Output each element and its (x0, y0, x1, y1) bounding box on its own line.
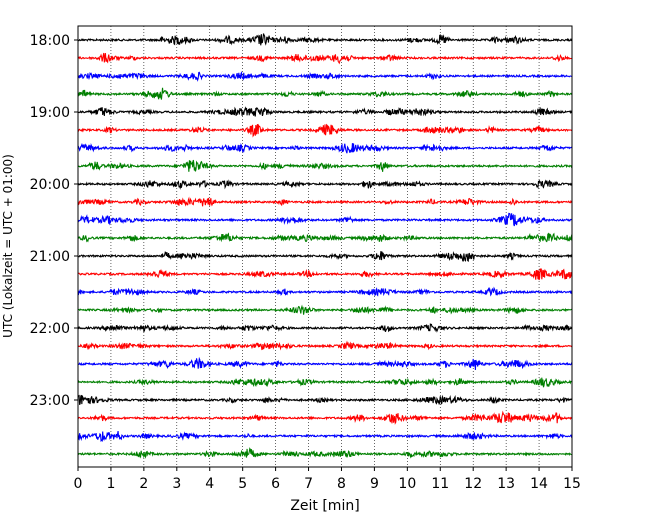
y-tick-label: 23:00 (30, 393, 70, 409)
y-tick-label: 20:00 (30, 177, 70, 193)
x-tick-label: 0 (74, 476, 83, 492)
trace-line (77, 286, 573, 297)
trace-line (77, 142, 573, 154)
trace-line (77, 52, 573, 65)
y-axis: 18:00 19:00 20:00 21:00 22:00 23:00 (30, 33, 78, 409)
trace-line (77, 196, 573, 207)
y-tick-label: 22:00 (30, 321, 70, 337)
x-tick-label: 10 (398, 476, 416, 492)
y-tick-label: 18:00 (30, 33, 70, 49)
x-tick-label: 1 (106, 476, 115, 492)
x-tick-label: 4 (205, 476, 214, 492)
trace-line (77, 251, 573, 262)
trace-line (77, 356, 573, 371)
x-tick-label: 15 (563, 476, 581, 492)
trace-line (77, 377, 573, 388)
plot-frame (77, 25, 573, 468)
x-tick-label: 12 (464, 476, 482, 492)
y-tick-label: 21:00 (30, 249, 70, 265)
trace-line (77, 71, 573, 82)
trace-line (77, 232, 573, 243)
trace-line (77, 212, 573, 227)
y-axis-label: UTC (Lokalzeit = UTC + 01:00) (1, 154, 15, 338)
trace-line (77, 123, 573, 138)
y-tick-label: 19:00 (30, 105, 70, 121)
x-tick-label: 6 (271, 476, 280, 492)
trace-line (77, 323, 573, 333)
trace-line (77, 394, 573, 405)
x-tick-label: 3 (172, 476, 181, 492)
trace-line (77, 304, 573, 315)
x-tick-label: 9 (370, 476, 379, 492)
trace-line (77, 106, 573, 117)
trace-line (77, 268, 573, 281)
trace-line (77, 87, 573, 100)
x-tick-label: 7 (304, 476, 313, 492)
x-tick-label: 11 (431, 476, 449, 492)
trace-line (77, 340, 573, 351)
trace-line (77, 447, 573, 459)
x-tick-label: 13 (497, 476, 515, 492)
x-tick-label: 8 (337, 476, 346, 492)
x-tick-label: 14 (530, 476, 548, 492)
trace-line (77, 159, 573, 172)
x-tick-label: 2 (139, 476, 148, 492)
trace-line (77, 33, 573, 46)
x-tick-label: 5 (238, 476, 247, 492)
trace-line (77, 410, 573, 425)
x-axis-label: Zeit [min] (290, 498, 359, 514)
x-axis: 0 1 2 3 4 5 6 7 8 9 10 11 12 13 14 15 (74, 467, 581, 492)
trace-line (77, 179, 573, 190)
traces (77, 33, 573, 459)
trace-line (77, 430, 573, 443)
